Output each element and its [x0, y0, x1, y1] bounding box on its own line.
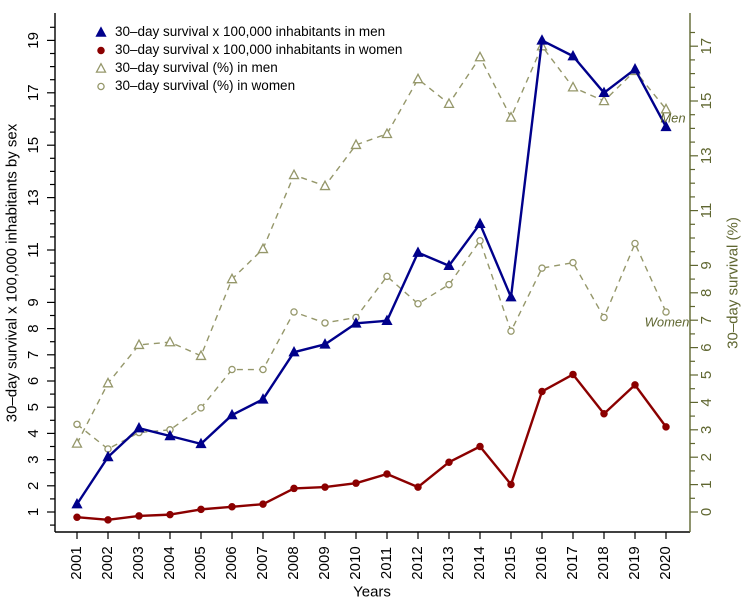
svg-text:5: 5 [698, 371, 715, 379]
open-circle-icon [97, 82, 105, 90]
svg-text:13: 13 [698, 147, 715, 164]
svg-text:3: 3 [698, 426, 715, 434]
svg-text:8: 8 [25, 324, 42, 332]
svg-text:2001: 2001 [68, 546, 85, 579]
legend-item-men-pct: 30–day survival (%) in men [93, 59, 402, 77]
legend-item-men-rate: 30–day survival x 100,000 inhabitants in… [93, 23, 402, 41]
svg-text:17: 17 [25, 84, 42, 101]
svg-text:2018: 2018 [595, 546, 612, 579]
svg-text:2017: 2017 [564, 546, 581, 579]
svg-text:19: 19 [25, 32, 42, 49]
svg-text:1: 1 [25, 508, 42, 516]
right-axis: 0 1 2 3 4 5 6 7 8 9 11 13 15 17 [690, 31, 715, 516]
svg-text:13: 13 [25, 189, 42, 206]
svg-text:2013: 2013 [440, 546, 457, 579]
legend-item-women-rate: 30–day survival x 100,000 inhabitants in… [93, 41, 402, 59]
svg-text:5: 5 [25, 403, 42, 411]
svg-text:0: 0 [698, 508, 715, 516]
svg-text:9: 9 [25, 298, 42, 306]
svg-text:2014: 2014 [471, 546, 488, 579]
filled-circle-icon [97, 46, 105, 54]
legend-label: 30–day survival (%) in men [115, 60, 278, 75]
svg-text:4: 4 [698, 398, 715, 406]
svg-text:2016: 2016 [533, 546, 550, 579]
series-women-rate [73, 370, 670, 524]
svg-text:8: 8 [698, 289, 715, 297]
legend: 30–day survival x 100,000 inhabitants in… [93, 23, 402, 95]
svg-text:2007: 2007 [254, 546, 271, 579]
svg-text:2002: 2002 [99, 546, 116, 579]
svg-text:2004: 2004 [161, 546, 178, 579]
legend-item-women-pct: 30–day survival (%) in women [93, 77, 402, 95]
svg-text:7: 7 [25, 351, 42, 359]
legend-label: 30–day survival (%) in women [115, 78, 296, 93]
annotation-women: Women [644, 314, 690, 330]
svg-text:2006: 2006 [223, 546, 240, 579]
svg-text:2010: 2010 [347, 546, 364, 579]
svg-text:2019: 2019 [626, 546, 643, 579]
svg-text:6: 6 [698, 343, 715, 351]
svg-text:2: 2 [25, 482, 42, 490]
right-axis-title: 30–day survival (%) [724, 217, 742, 349]
svg-text:2011: 2011 [378, 547, 395, 579]
svg-text:2008: 2008 [285, 546, 302, 579]
svg-text:7: 7 [698, 316, 715, 324]
x-axis: 2001 2002 2003 2004 2005 2006 2007 2008 2009 2010… [68, 532, 674, 580]
svg-text:2009: 2009 [316, 546, 333, 579]
left-axis-title: 30–day survival x 100,000 inhabitants by… [3, 123, 21, 423]
left-axis: 1 2 3 4 5 6 7 8 9 11 13 15 17 19 [25, 26, 55, 526]
svg-text:2020: 2020 [657, 546, 674, 579]
svg-text:3: 3 [25, 455, 42, 463]
legend-label: 30–day survival x 100,000 inhabitants in… [115, 24, 386, 39]
filled-triangle-icon [95, 25, 107, 37]
svg-text:2003: 2003 [130, 546, 147, 579]
svg-text:1: 1 [698, 480, 715, 488]
series-women-pct [73, 236, 670, 453]
svg-text:9: 9 [698, 261, 715, 269]
svg-text:11: 11 [25, 242, 42, 258]
svg-text:2005: 2005 [192, 546, 209, 579]
svg-text:15: 15 [25, 137, 42, 154]
x-axis-title: Years [353, 583, 391, 601]
axes [54, 13, 691, 533]
series-men-rate [71, 34, 672, 509]
svg-text:15: 15 [698, 93, 715, 110]
svg-text:17: 17 [698, 38, 715, 55]
annotation-men: Men [660, 110, 686, 126]
svg-text:11: 11 [698, 203, 715, 219]
svg-text:4: 4 [25, 429, 42, 437]
legend-label: 30–day survival x 100,000 inhabitants in… [115, 42, 403, 57]
svg-text:6: 6 [25, 377, 42, 385]
svg-text:2012: 2012 [409, 546, 426, 579]
svg-text:2015: 2015 [502, 546, 519, 579]
open-triangle-icon [95, 61, 107, 73]
svg-text:2: 2 [698, 453, 715, 461]
